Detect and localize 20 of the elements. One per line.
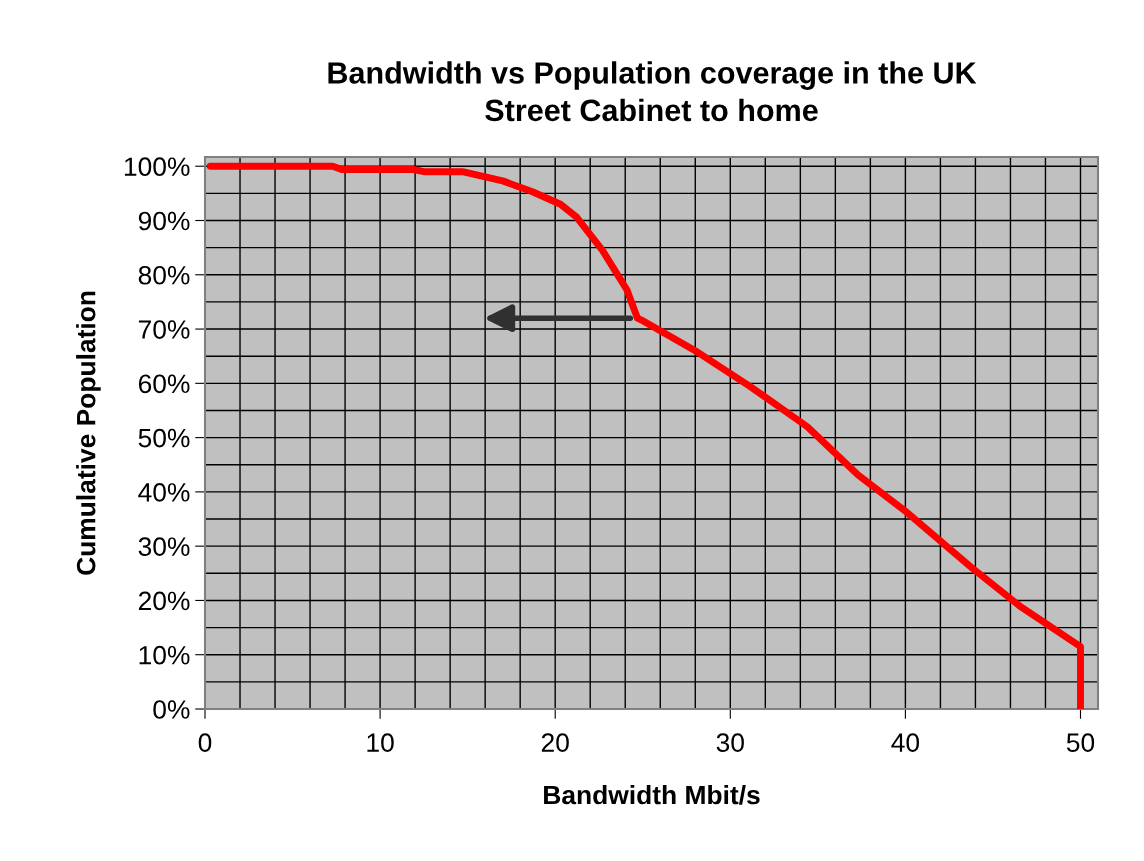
y-tick-label: 60%: [138, 374, 190, 394]
x-tick-label: 30: [716, 733, 744, 752]
y-tick-label: 50%: [138, 428, 190, 448]
y-tick-label: 70%: [138, 320, 190, 339]
y-tick-label: 30%: [138, 537, 190, 556]
y-tick-label: 80%: [138, 265, 190, 285]
x-axis-title: Bandwidth Mbit/s: [544, 784, 760, 805]
x-tick-label: 50: [1066, 733, 1095, 752]
x-tick-label: 0: [198, 733, 212, 752]
x-tick-label: 40: [891, 733, 920, 752]
y-tick-label: 10%: [139, 645, 190, 665]
y-axis-title: Cumulative Population: [76, 291, 101, 575]
y-tick-label: 40%: [138, 483, 190, 502]
y-tick-label: 20%: [138, 591, 190, 611]
y-tick-label: 90%: [138, 211, 190, 231]
x-tick-label: 10: [367, 733, 394, 752]
y-tick-label: 100%: [124, 157, 190, 177]
chart-title: Bandwidth vs Population coverage in the UK Street Cabinet to home: [328, 61, 977, 122]
y-tick-label: 0%: [153, 700, 190, 719]
x-tick-label: 20: [541, 733, 569, 752]
